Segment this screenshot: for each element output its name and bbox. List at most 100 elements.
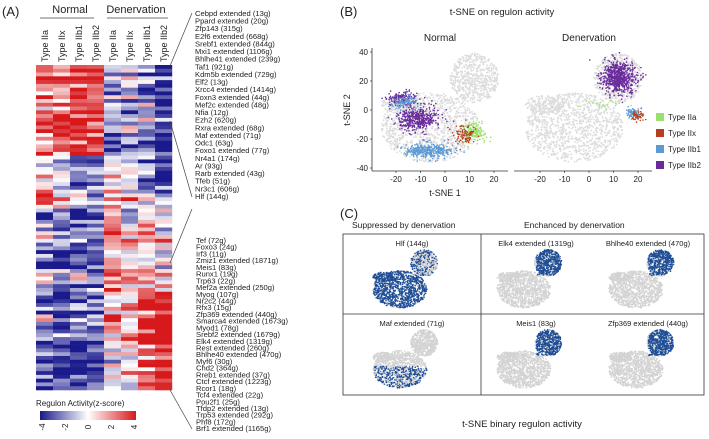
point-type-iib2 (429, 119, 431, 121)
background-point (460, 103, 462, 105)
point-type-iib1 (411, 98, 413, 100)
point-type-iib2 (426, 108, 428, 110)
point-type-iib1 (444, 155, 446, 157)
heatmap-cell (87, 254, 104, 258)
heatmap-cell (53, 80, 70, 84)
heatmap-cell (138, 367, 155, 371)
background-point (433, 135, 435, 137)
background-point (460, 116, 462, 118)
background-point (457, 76, 459, 78)
background-point (415, 135, 417, 137)
heatmap-cell (36, 345, 53, 349)
x-tick-label: 10 (465, 175, 474, 184)
background-point (425, 143, 427, 145)
point-type-iib2 (422, 122, 424, 124)
point-type-iib1 (423, 156, 425, 158)
point-type-iib2 (389, 102, 391, 104)
heatmap-legend-title: Regulon Activity(z-score) (36, 399, 125, 408)
heatmap-cell (36, 318, 53, 322)
background-point (398, 111, 400, 113)
point-type-iib1 (416, 143, 418, 145)
heatmap-cell (121, 307, 138, 311)
point-type-iib1 (436, 159, 438, 161)
heatmap-cell (87, 212, 104, 216)
background-point (479, 100, 481, 102)
background-point (591, 155, 593, 157)
background-point (491, 83, 493, 85)
background-point (558, 122, 560, 124)
heatmap-cell (155, 99, 172, 103)
heatmap-cell (87, 311, 104, 315)
point-type-iib1 (438, 153, 440, 155)
background-point (599, 75, 601, 77)
heatmap-cell (104, 65, 121, 69)
background-point (464, 103, 466, 105)
background-point (456, 146, 458, 148)
background-point (399, 150, 401, 152)
background-point (442, 136, 444, 138)
heatmap-cell (70, 167, 87, 171)
heatmap-cell (104, 107, 121, 111)
background-point (484, 77, 486, 79)
background-point (469, 86, 471, 88)
point-type-iib1 (438, 146, 440, 148)
heatmap-cell (155, 318, 172, 322)
heatmap-cell (155, 333, 172, 337)
heatmap-cell (87, 280, 104, 284)
background-point (451, 124, 453, 126)
heatmap-cell (70, 175, 87, 179)
heatmap-cell (70, 231, 87, 235)
point-type-iia (468, 130, 470, 132)
heatmap-cell (104, 360, 121, 364)
point-type-iib2 (433, 110, 435, 112)
heatmap-cell (155, 379, 172, 383)
background-point (434, 100, 436, 102)
heatmap-cell (155, 367, 172, 371)
heatmap-cell (36, 235, 53, 239)
heatmap-cell (70, 201, 87, 205)
heatmap-cell (70, 235, 87, 239)
heatmap-cell (53, 243, 70, 247)
background-point (615, 100, 617, 102)
heatmap-cell (87, 84, 104, 88)
background-point (427, 100, 429, 102)
background-point (624, 54, 626, 56)
heatmap-cell (87, 156, 104, 160)
heatmap-cell (121, 178, 138, 182)
point-type-iib2 (404, 129, 406, 131)
heatmap-cell (104, 341, 121, 345)
point-type-iib1 (404, 152, 406, 154)
heatmap-cell (155, 337, 172, 341)
heatmap-cell (104, 246, 121, 250)
background-point (441, 107, 443, 109)
background-point (430, 133, 432, 135)
point-type-iib1 (446, 149, 448, 151)
heatmap-cell (36, 122, 53, 126)
heatmap-cell (53, 375, 70, 379)
heatmap-cell (36, 73, 53, 77)
heatmap-cell (87, 197, 104, 201)
background-point (578, 148, 580, 150)
heatmap-cell (87, 118, 104, 122)
background-point (619, 114, 621, 116)
heatmap-cell (104, 318, 121, 322)
heatmap-cell (70, 186, 87, 190)
point-type-iib1 (399, 97, 401, 99)
connector-line (170, 121, 192, 197)
point-type-iib1 (416, 160, 418, 162)
point-type-iib2 (410, 122, 412, 124)
heatmap-cell (53, 348, 70, 352)
heatmap-cell (121, 239, 138, 243)
point-type-iix (467, 134, 469, 136)
background-point (494, 87, 496, 89)
point-type-iib1 (403, 105, 405, 107)
background-point (427, 127, 429, 129)
heatmap-cell (138, 141, 155, 145)
heatmap-cell (36, 110, 53, 114)
background-point (585, 113, 587, 115)
heatmap-cell (70, 103, 87, 107)
background-point (569, 151, 571, 153)
heatmap-cell (53, 118, 70, 122)
background-point (393, 144, 395, 146)
heatmap-cell (138, 88, 155, 92)
